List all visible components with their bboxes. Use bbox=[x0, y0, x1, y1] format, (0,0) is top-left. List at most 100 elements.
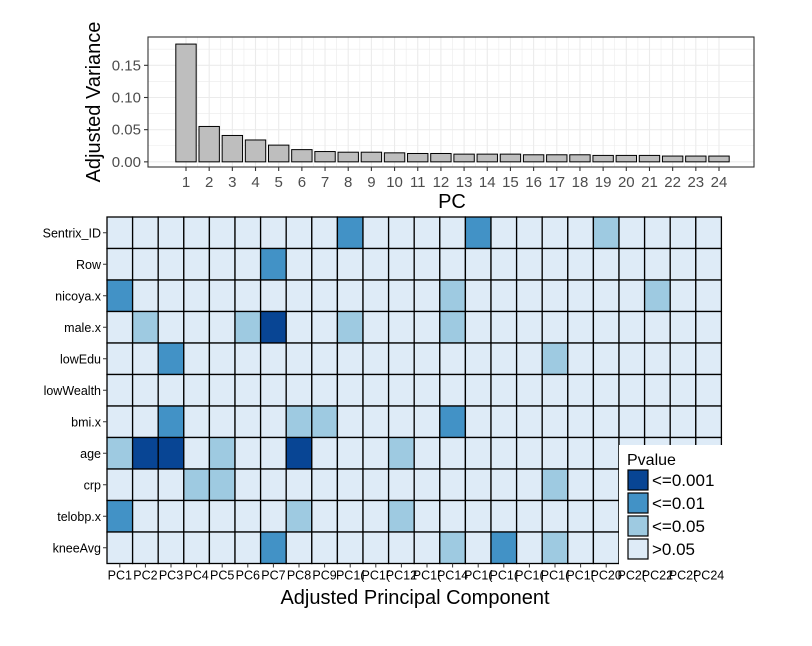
heatmap-cell-Sentrix_ID-PC8 bbox=[285, 216, 313, 250]
heatmap-cell-kneeAvg-PC15 bbox=[464, 531, 492, 565]
x-tick-label: 24 bbox=[711, 174, 728, 191]
heatmap-cell-telobp.x-PC2 bbox=[131, 499, 159, 533]
heatmap-cell-crp-PC15 bbox=[464, 468, 492, 502]
heatmap-cell-telobp.x-PC9 bbox=[311, 499, 339, 533]
heatmap-cell-telobp.x-PC19 bbox=[567, 499, 595, 533]
heatmap-cell-lowWealth-PC17 bbox=[515, 373, 543, 407]
heatmap-cell-nicoya.x-PC17 bbox=[515, 279, 543, 313]
heatmap-cell-Row-PC15 bbox=[464, 247, 492, 281]
bar-pc-2 bbox=[198, 125, 220, 163]
heatmap-cell-lowWealth-PC15 bbox=[464, 373, 492, 407]
bar-pc-13 bbox=[453, 153, 475, 163]
heatmap-cell-Row-PC8 bbox=[285, 247, 313, 281]
heatmap-cell-Sentrix_ID-PC15 bbox=[464, 216, 492, 250]
pvalue-heatmap: Sentrix_ID Row nicoya.x male.x lowEdu lowWeal… bbox=[43, 216, 724, 609]
heatmap-cell-Sentrix_ID-PC17 bbox=[515, 216, 543, 250]
heatmap-y-tick-label: nicoya.x bbox=[55, 289, 102, 303]
heatmap-cell-crp-PC10 bbox=[336, 468, 364, 502]
legend-key-swatch bbox=[627, 538, 649, 560]
heatmap-cell-nicoya.x-PC8 bbox=[285, 279, 313, 313]
heatmap-cell-telobp.x-PC12 bbox=[387, 499, 415, 533]
heatmap-cell-telobp.x-PC3 bbox=[157, 499, 185, 533]
bar-panel-border bbox=[147, 36, 755, 168]
heatmap-cell-kneeAvg-PC14 bbox=[439, 531, 467, 565]
heatmap-cell-crp-PC2 bbox=[131, 468, 159, 502]
heatmap-cell-kneeAvg-PC19 bbox=[567, 531, 595, 565]
pvalue-legend: Pvalue <=0.001 <=0.01 <=0.05 >0.05 bbox=[619, 445, 729, 570]
heatmap-cell-nicoya.x-PC21 bbox=[618, 279, 646, 313]
heatmap-y-tick-label: Sentrix_ID bbox=[43, 226, 101, 240]
x-tick-label: 15 bbox=[502, 174, 519, 191]
x-tick-label: 22 bbox=[664, 174, 681, 191]
heatmap-cell-lowEdu-PC22 bbox=[643, 342, 671, 376]
heatmap-cell-lowEdu-PC23 bbox=[669, 342, 697, 376]
heatmap-cell-lowEdu-PC5 bbox=[208, 342, 236, 376]
heatmap-cell-telobp.x-PC7 bbox=[259, 499, 287, 533]
heatmap-x-tick-label: PC2 bbox=[133, 569, 157, 583]
x-tick-label: 19 bbox=[595, 174, 612, 191]
heatmap-y-tick-label: kneeAvg bbox=[53, 541, 101, 555]
heatmap-cell-kneeAvg-PC16 bbox=[490, 531, 518, 565]
heatmap-cell-lowWealth-PC24 bbox=[695, 373, 723, 407]
heatmap-cell-crp-PC16 bbox=[490, 468, 518, 502]
heatmap-cell-nicoya.x-PC7 bbox=[259, 279, 287, 313]
heatmap-cell-crp-PC19 bbox=[567, 468, 595, 502]
heatmap-cell-bmi.x-PC15 bbox=[464, 405, 492, 439]
heatmap-cell-Sentrix_ID-PC10 bbox=[336, 216, 364, 250]
heatmap-cell-kneeAvg-PC20 bbox=[592, 531, 620, 565]
heatmap-cell-Sentrix_ID-PC5 bbox=[208, 216, 236, 250]
heatmap-cell-age-PC9 bbox=[311, 436, 339, 470]
x-tick-label: 8 bbox=[344, 174, 352, 191]
heatmap-cell-nicoya.x-PC11 bbox=[362, 279, 390, 313]
heatmap-cell-bmi.x-PC24 bbox=[695, 405, 723, 439]
heatmap-cell-nicoya.x-PC22 bbox=[643, 279, 671, 313]
heatmap-cell-crp-PC6 bbox=[234, 468, 262, 502]
heatmap-x-tick-label: PC1( bbox=[362, 569, 391, 583]
heatmap-cell-lowEdu-PC19 bbox=[567, 342, 595, 376]
heatmap-cell-bmi.x-PC18 bbox=[541, 405, 569, 439]
heatmap-cell-Sentrix_ID-PC14 bbox=[439, 216, 467, 250]
bar-pc-8 bbox=[337, 151, 359, 163]
heatmap-cell-lowWealth-PC16 bbox=[490, 373, 518, 407]
heatmap-cell-lowWealth-PC8 bbox=[285, 373, 313, 407]
heatmap-cell-nicoya.x-PC10 bbox=[336, 279, 364, 313]
heatmap-y-tick-label: lowWealth bbox=[44, 384, 101, 398]
heatmap-cell-lowWealth-PC11 bbox=[362, 373, 390, 407]
heatmap-cell-telobp.x-PC10 bbox=[336, 499, 364, 533]
heatmap-cell-nicoya.x-PC20 bbox=[592, 279, 620, 313]
heatmap-x-tick-label: PC1( bbox=[413, 569, 442, 583]
heatmap-cell-kneeAvg-PC3 bbox=[157, 531, 185, 565]
heatmap-cell-bmi.x-PC12 bbox=[387, 405, 415, 439]
heatmap-cell-Sentrix_ID-PC16 bbox=[490, 216, 518, 250]
heatmap-cell-Sentrix_ID-PC11 bbox=[362, 216, 390, 250]
heatmap-y-tick-label: male.x bbox=[64, 321, 102, 335]
heatmap-cell-telobp.x-PC18 bbox=[541, 499, 569, 533]
heatmap-x-tick-label: PC8 bbox=[287, 569, 311, 583]
heatmap-cell-lowWealth-PC20 bbox=[592, 373, 620, 407]
bar-y-axis-title: Adjusted Variance bbox=[83, 22, 105, 183]
heatmap-cell-Row-PC19 bbox=[567, 247, 595, 281]
heatmap-cell-lowEdu-PC7 bbox=[259, 342, 287, 376]
heatmap-cell-nicoya.x-PC3 bbox=[157, 279, 185, 313]
heatmap-cell-age-PC3 bbox=[157, 436, 185, 470]
heatmap-cell-lowWealth-PC3 bbox=[157, 373, 185, 407]
heatmap-cell-age-PC4 bbox=[183, 436, 211, 470]
heatmap-cell-lowEdu-PC24 bbox=[695, 342, 723, 376]
x-tick-label: 2 bbox=[205, 174, 213, 191]
heatmap-cell-male.x-PC24 bbox=[695, 310, 723, 344]
heatmap-cell-lowEdu-PC2 bbox=[131, 342, 159, 376]
heatmap-cell-Row-PC10 bbox=[336, 247, 364, 281]
heatmap-cell-Sentrix_ID-PC20 bbox=[592, 216, 620, 250]
heatmap-cell-male.x-PC3 bbox=[157, 310, 185, 344]
heatmap-cell-Row-PC3 bbox=[157, 247, 185, 281]
heatmap-cell-age-PC19 bbox=[567, 436, 595, 470]
heatmap-cell-male.x-PC5 bbox=[208, 310, 236, 344]
bar-pc-1 bbox=[175, 43, 197, 163]
x-tick-label: 16 bbox=[525, 174, 542, 191]
y-tick-label: 0.10 bbox=[112, 89, 141, 106]
heatmap-cell-nicoya.x-PC19 bbox=[567, 279, 595, 313]
heatmap-cell-Sentrix_ID-PC13 bbox=[413, 216, 441, 250]
heatmap-cell-kneeAvg-PC12 bbox=[387, 531, 415, 565]
heatmap-cell-telobp.x-PC15 bbox=[464, 499, 492, 533]
heatmap-cell-male.x-PC4 bbox=[183, 310, 211, 344]
